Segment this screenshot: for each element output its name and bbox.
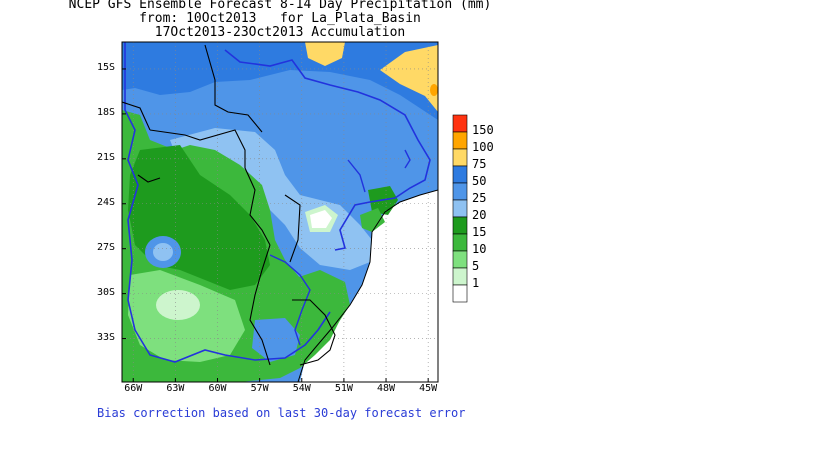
coastline xyxy=(297,189,438,382)
precip-100mm-patch xyxy=(430,84,438,96)
y-tick-label: 15S xyxy=(97,61,116,73)
precip-20mm-west-cell xyxy=(153,243,173,261)
river-boundary-uruguay xyxy=(269,254,311,346)
map-field xyxy=(122,42,438,382)
country-border-peru xyxy=(122,101,151,131)
map-title-line-1: NCEP GFS Ensemble Forecast 8-14 Day Prec… xyxy=(68,0,492,12)
y-tick-label: 30S xyxy=(97,286,116,298)
legend-label: 75 xyxy=(472,157,487,171)
x-tick-label: 48W xyxy=(377,383,396,394)
legend-swatch xyxy=(452,165,468,184)
country-border-bolivia-paraguay xyxy=(149,129,271,246)
legend-label: 5 xyxy=(472,259,480,273)
legend-swatch xyxy=(452,233,468,252)
bias-correction-note: Bias correction based on last 30-day for… xyxy=(97,406,466,420)
x-tick-label: 63W xyxy=(166,383,185,394)
y-tick-label: 27S xyxy=(97,241,116,253)
precip-75mm-patch-2 xyxy=(380,45,438,112)
x-tick-label: 51W xyxy=(334,383,353,394)
country-border-uruguay xyxy=(292,299,336,366)
legend-swatch xyxy=(452,182,468,201)
state-boundary-1 xyxy=(347,159,366,193)
legend-label: 15 xyxy=(472,225,487,239)
precip-10mm-south xyxy=(288,270,350,340)
axis-ticks xyxy=(122,68,429,382)
legend-swatch xyxy=(452,131,468,150)
country-border-bolivia-brazil xyxy=(204,44,263,133)
legend-swatch xyxy=(452,199,468,218)
color-legend xyxy=(452,114,468,303)
legend-label: 1 xyxy=(472,276,480,290)
precip-10mm-east xyxy=(360,208,385,232)
map-title-line-3: 17Oct2013-23Oct2013 Accumulation xyxy=(154,25,406,40)
legend-swatch-zero xyxy=(452,284,468,303)
state-boundary-2 xyxy=(404,149,411,169)
map-grid xyxy=(122,42,438,382)
y-tick-label: 21S xyxy=(97,151,116,163)
x-tick-label: 45W xyxy=(419,383,438,394)
precip-zero-patch xyxy=(310,210,332,228)
country-border-argentina xyxy=(249,244,271,366)
legend-swatch xyxy=(452,250,468,269)
legend-swatch xyxy=(452,148,468,167)
legend-swatch xyxy=(452,267,468,286)
map-title-line-2: from: 10Oct2013 for La_Plata_Basin xyxy=(139,11,421,26)
x-tick-label: 54W xyxy=(292,383,311,394)
precip-75mm-patch-1 xyxy=(305,42,345,66)
precip-25mm-south-cell xyxy=(252,318,300,362)
legend-swatch xyxy=(452,216,468,235)
plot-frame xyxy=(121,41,439,383)
legend-swatch xyxy=(452,114,468,133)
basin-boundary-north xyxy=(224,49,431,251)
y-tick-label: 33S xyxy=(97,331,116,343)
legend-label: 100 xyxy=(472,140,494,154)
basin-boundary-west xyxy=(124,42,331,363)
precip-1mm-patch xyxy=(156,290,200,320)
country-border-paraguay-brazil xyxy=(284,194,301,263)
legend-label: 20 xyxy=(472,208,487,222)
y-tick-label: 18S xyxy=(97,106,116,118)
legend-label: 10 xyxy=(472,242,487,256)
x-tick-label: 57W xyxy=(250,383,269,394)
precip-50mm-north xyxy=(122,42,438,120)
legend-label: 150 xyxy=(472,123,494,137)
x-tick-label: 60W xyxy=(208,383,227,394)
y-tick-label: 24S xyxy=(97,196,116,208)
country-border-chile xyxy=(137,174,161,183)
legend-label: 50 xyxy=(472,174,487,188)
x-tick-label: 66W xyxy=(124,383,143,394)
legend-label: 25 xyxy=(472,191,487,205)
